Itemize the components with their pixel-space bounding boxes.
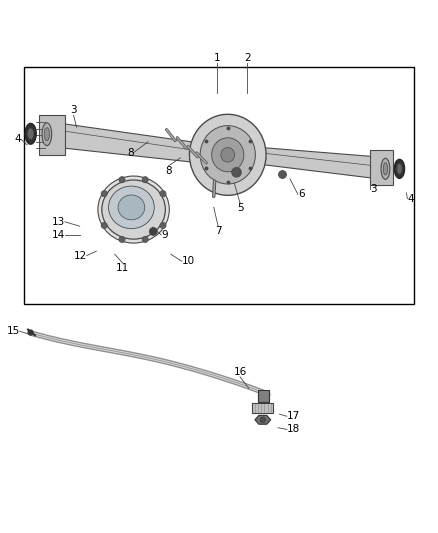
Circle shape [149, 228, 157, 236]
Ellipse shape [109, 186, 154, 229]
Ellipse shape [200, 126, 255, 184]
Text: 15: 15 [7, 326, 20, 336]
FancyBboxPatch shape [258, 390, 269, 402]
Circle shape [160, 191, 166, 197]
Circle shape [119, 236, 125, 243]
Text: 1: 1 [213, 53, 220, 63]
Bar [24, 67, 414, 304]
Circle shape [101, 222, 107, 229]
Polygon shape [57, 123, 206, 164]
Ellipse shape [118, 195, 145, 220]
Ellipse shape [42, 123, 52, 146]
Ellipse shape [383, 163, 388, 175]
Circle shape [260, 417, 265, 423]
Ellipse shape [28, 128, 34, 140]
Ellipse shape [98, 176, 170, 243]
Ellipse shape [212, 138, 244, 172]
Text: 4: 4 [14, 134, 21, 144]
Text: 18: 18 [287, 424, 300, 434]
Polygon shape [254, 147, 379, 179]
Text: 13: 13 [52, 217, 65, 227]
Circle shape [160, 222, 166, 229]
Text: 2: 2 [244, 53, 251, 63]
Ellipse shape [102, 180, 166, 239]
Ellipse shape [221, 148, 235, 162]
FancyBboxPatch shape [252, 403, 273, 413]
Circle shape [119, 176, 125, 183]
Polygon shape [255, 415, 271, 424]
FancyBboxPatch shape [370, 150, 393, 185]
Text: 17: 17 [287, 411, 300, 421]
Text: 7: 7 [215, 226, 222, 236]
Ellipse shape [394, 159, 405, 179]
Text: 5: 5 [237, 203, 244, 213]
Text: 12: 12 [74, 251, 87, 261]
Circle shape [279, 171, 286, 179]
Text: 10: 10 [182, 256, 195, 266]
Text: 8: 8 [165, 166, 172, 176]
Text: 14: 14 [52, 230, 65, 240]
Text: 16: 16 [233, 367, 247, 377]
Text: 11: 11 [116, 263, 129, 273]
Text: 9: 9 [161, 230, 168, 240]
Ellipse shape [397, 164, 402, 174]
Text: 6: 6 [298, 189, 304, 199]
Circle shape [142, 176, 148, 183]
Ellipse shape [190, 114, 266, 195]
Text: 3: 3 [70, 106, 77, 115]
Circle shape [101, 191, 107, 197]
Circle shape [232, 167, 241, 177]
Ellipse shape [25, 123, 36, 144]
Ellipse shape [44, 128, 49, 141]
Text: 8: 8 [127, 148, 134, 158]
Text: 4: 4 [407, 193, 414, 204]
FancyBboxPatch shape [39, 115, 65, 155]
Text: 3: 3 [370, 183, 377, 193]
Circle shape [142, 236, 148, 243]
Ellipse shape [381, 158, 390, 179]
